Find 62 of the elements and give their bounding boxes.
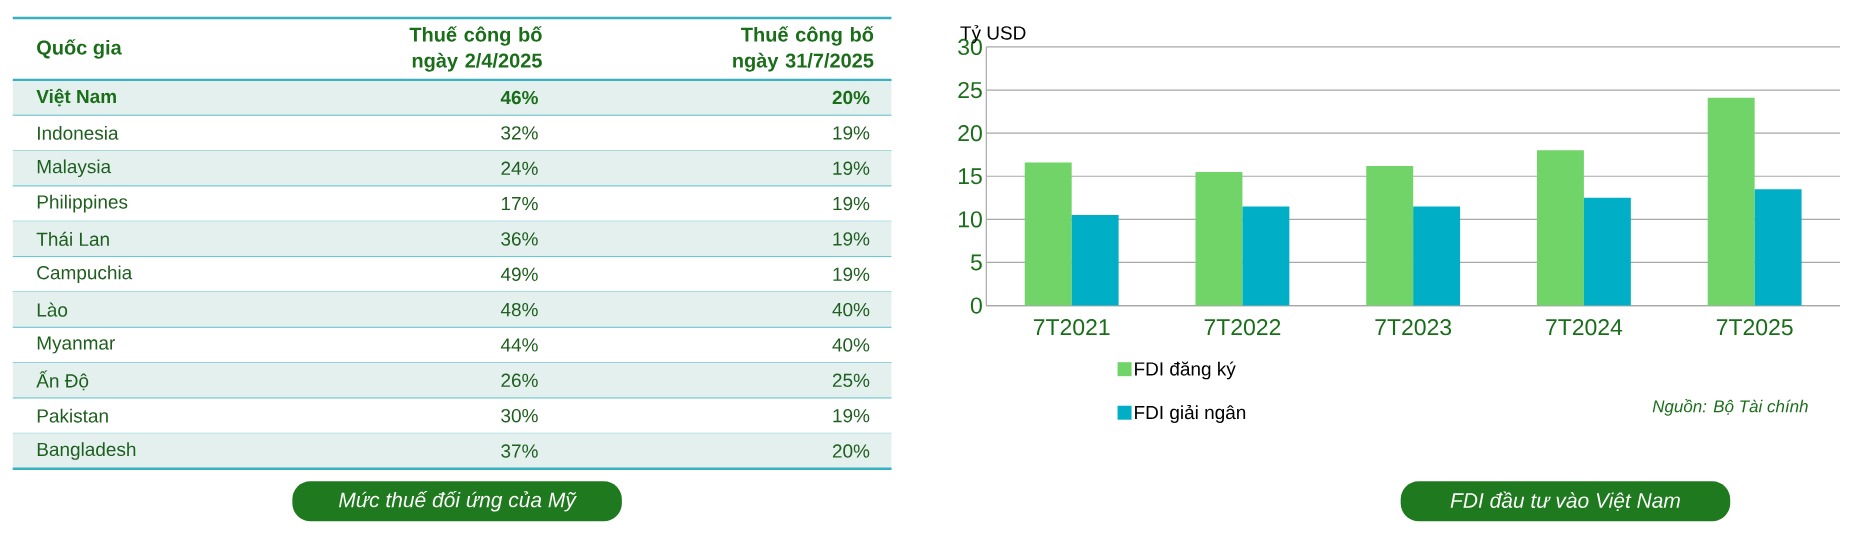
category-label: Philippines: [37, 194, 128, 213]
data-label: 40%: [832, 302, 870, 317]
series-label: Thuế công bố ngày 2/4/2025: [409, 26, 542, 72]
data-label: 17%: [501, 196, 538, 211]
data-label: 26%: [501, 373, 538, 387]
data-label: 37%: [501, 444, 538, 458]
bar: [1583, 197, 1631, 306]
category-label: Thái Lan: [36, 231, 109, 246]
bar: [1024, 162, 1072, 306]
data-label: 32%: [501, 126, 538, 140]
category-label: Myanmar: [37, 336, 116, 354]
data-label: 19%: [833, 126, 870, 140]
bar: [1413, 206, 1461, 306]
x-tick-label: 7T2025: [1716, 318, 1793, 336]
data-label: 40%: [832, 338, 870, 352]
data-label: 19%: [833, 408, 870, 423]
data-label: 19%: [833, 161, 870, 175]
category-label: Ấn Độ: [36, 370, 89, 391]
data-label: 46%: [500, 90, 538, 105]
bar: [1242, 206, 1290, 306]
x-tick-label: 7T2021: [1033, 318, 1110, 336]
y-tick-label: 0: [970, 297, 982, 314]
y-tick-label: 10: [958, 211, 982, 228]
data-label: 19%: [833, 196, 870, 211]
legend-label: FDI giải ngân: [1135, 404, 1246, 423]
text: FDI đầu tư vào Việt Nam: [1450, 491, 1680, 511]
category-label: Indonesia: [38, 125, 119, 140]
text: Mức thuế đối ứng của Mỹ: [338, 490, 577, 512]
data-label: 19%: [833, 267, 870, 281]
text: Quốc gia: [37, 39, 122, 59]
data-label: 48%: [500, 302, 538, 317]
text: Thuế công bố ngày 31/7/2025: [733, 26, 874, 72]
data-label: 44%: [500, 338, 538, 352]
y-tick-label: 5: [970, 254, 982, 271]
data-label: 30%: [501, 408, 538, 423]
x-tick-label: 7T2024: [1546, 318, 1623, 336]
category-label: Malaysia: [37, 159, 112, 177]
category-label: Bangladesh: [37, 442, 136, 460]
y-tick-label: 20: [958, 124, 982, 142]
x-tick-label: 7T2022: [1204, 318, 1281, 336]
bar: [1071, 214, 1119, 306]
legend-label: FDI đăng ký: [1135, 361, 1236, 380]
category-label: Campuchia: [37, 265, 133, 284]
data-label: 19%: [833, 232, 870, 246]
y-tick-label: 15: [958, 168, 982, 185]
category-label: Lào: [37, 302, 68, 317]
bar: [1754, 189, 1802, 306]
bar: [1536, 150, 1584, 306]
category-label: Pakistan: [37, 408, 108, 423]
text: Nguồn: Bộ Tài chính: [1652, 399, 1808, 416]
x-tick-label: 7T2023: [1375, 318, 1452, 336]
category-label: Việt Nam: [36, 88, 116, 107]
y-tick-label: 25: [958, 81, 982, 99]
data-label: 20%: [832, 444, 870, 458]
bar: [1195, 171, 1243, 306]
data-label: 20%: [832, 90, 870, 105]
data-label: 36%: [501, 232, 538, 246]
data-label: 25%: [832, 373, 870, 387]
bar: [1707, 97, 1755, 306]
data-label: 24%: [501, 161, 538, 175]
data-label: 49%: [500, 267, 538, 281]
bar: [1366, 165, 1414, 306]
